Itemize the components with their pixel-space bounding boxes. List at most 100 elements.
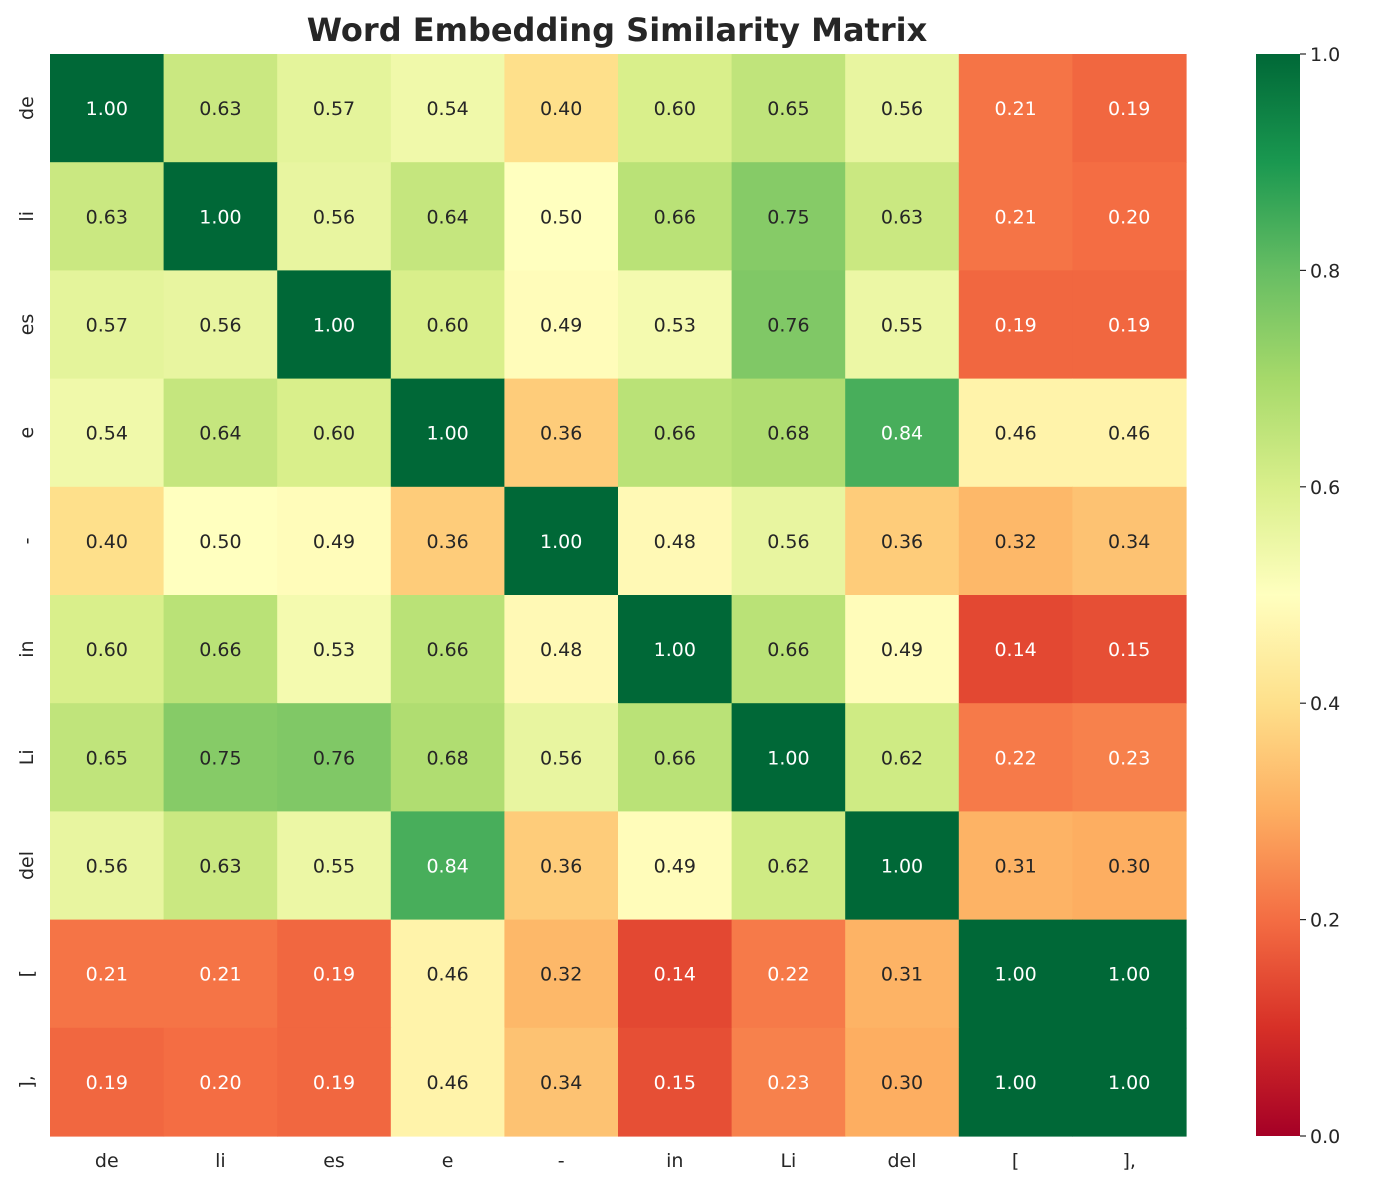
heatmap-cell xyxy=(1072,54,1187,163)
heatmap-cell xyxy=(390,595,505,704)
heatmap-cell-value: 0.66 xyxy=(426,639,468,661)
y-tick-label: ], xyxy=(16,1075,38,1088)
heatmap-cell-value: 0.36 xyxy=(540,423,582,445)
heatmap-cell-value: 0.34 xyxy=(540,1072,582,1094)
y-tick-label: in xyxy=(16,640,38,657)
heatmap-cell xyxy=(390,811,505,921)
heatmap-cell xyxy=(731,162,846,271)
heatmap-cell xyxy=(1072,811,1187,921)
heatmap-cell xyxy=(618,811,733,921)
heatmap-cell-value: 0.19 xyxy=(994,315,1036,337)
heatmap-cell-value: 0.54 xyxy=(426,98,468,120)
x-tick-label: - xyxy=(558,1150,565,1172)
heatmap-cell xyxy=(618,486,733,596)
heatmap-cell-value: 0.21 xyxy=(994,206,1036,228)
heatmap-cell-value: 0.19 xyxy=(86,1072,128,1094)
heatmap-cell-value: 0.65 xyxy=(767,98,809,120)
heatmap-cell xyxy=(958,1027,1073,1137)
heatmap-cell-value: 0.36 xyxy=(426,531,468,553)
heatmap-cell xyxy=(50,162,165,271)
heatmap-cell-value: 0.55 xyxy=(881,315,923,337)
heatmap-cell xyxy=(163,703,278,812)
heatmap-cell-value: 0.15 xyxy=(1108,639,1150,661)
heatmap-cell-value: 0.50 xyxy=(199,531,241,553)
heatmap-cell-value: 0.34 xyxy=(1108,531,1150,553)
heatmap-cell-value: 0.56 xyxy=(199,315,241,337)
heatmap-cell xyxy=(731,270,846,380)
heatmap-cell xyxy=(958,378,1073,488)
x-axis-tick-labels: de li es e - in Li del [], xyxy=(95,1150,1136,1172)
y-tick-label: de xyxy=(16,96,38,120)
heatmap-cell-value: 0.21 xyxy=(199,964,241,986)
colorbar: 0.0 0.2 0.4 0.6 0.8 1.0 xyxy=(1256,44,1340,1148)
heatmap-cell-value: 0.30 xyxy=(881,1072,923,1094)
heatmap-cell xyxy=(845,486,960,596)
heatmap-cell xyxy=(163,270,278,380)
heatmap-cell xyxy=(958,270,1073,380)
heatmap-cell xyxy=(277,1027,392,1137)
heatmap-cell-value: 0.46 xyxy=(426,1072,468,1094)
heatmap-cell xyxy=(1072,703,1187,812)
heatmap-cell xyxy=(390,919,505,1029)
heatmap-cell xyxy=(1072,919,1187,1029)
heatmap-cell xyxy=(163,1027,278,1137)
heatmap-cell xyxy=(958,486,1073,596)
heatmap-cell xyxy=(1072,595,1187,704)
x-tick-label: es xyxy=(323,1150,345,1172)
heatmap-cell-value: 0.32 xyxy=(540,964,582,986)
heatmap-cell xyxy=(50,270,165,380)
heatmap-cell-value: 0.64 xyxy=(199,423,241,445)
colorbar-gradient xyxy=(1256,54,1300,1136)
x-tick-label: de xyxy=(95,1150,119,1172)
heatmap-cell-value: 0.75 xyxy=(767,206,809,228)
heatmap-cell xyxy=(958,162,1073,271)
heatmap-cell xyxy=(1072,378,1187,488)
heatmap-cell xyxy=(277,270,392,380)
colorbar-tick-label: 0.0 xyxy=(1310,1126,1340,1148)
heatmap-cell xyxy=(845,54,960,163)
x-tick-label: li xyxy=(215,1150,226,1172)
chart-title: Word Embedding Similarity Matrix xyxy=(307,11,928,49)
heatmap-cell-value: 0.66 xyxy=(199,639,241,661)
heatmap-cell-value: 0.56 xyxy=(767,531,809,553)
colorbar-tick-label: 0.6 xyxy=(1310,477,1340,499)
heatmap-cell xyxy=(504,811,619,921)
heatmap-cell xyxy=(731,54,846,163)
heatmap-cell xyxy=(163,595,278,704)
heatmap-cell xyxy=(390,378,505,488)
heatmap-cell xyxy=(277,378,392,488)
heatmap-cell xyxy=(958,703,1073,812)
heatmap-cell xyxy=(50,703,165,812)
heatmap-cell-value: 0.40 xyxy=(540,98,582,120)
heatmap-cell-value: 0.49 xyxy=(654,856,696,878)
x-tick-label: e xyxy=(442,1150,454,1172)
heatmap-cell-value: 0.68 xyxy=(767,423,809,445)
heatmap-cell-value: 0.63 xyxy=(86,206,128,228)
heatmap-cell-value: 0.19 xyxy=(1108,315,1150,337)
heatmap-cell xyxy=(958,595,1073,704)
heatmap-cell-value: 0.19 xyxy=(313,964,355,986)
heatmap-cell-value: 0.22 xyxy=(767,964,809,986)
heatmap-cell-value: 1.00 xyxy=(654,639,696,661)
heatmap-cell-value: 0.53 xyxy=(313,639,355,661)
heatmap-cell xyxy=(845,703,960,812)
heatmap-cell xyxy=(50,595,165,704)
heatmap-cell-value: 0.57 xyxy=(313,98,355,120)
heatmap-cell-value: 0.60 xyxy=(313,423,355,445)
heatmap-cell xyxy=(504,486,619,596)
heatmap-cell xyxy=(504,1027,619,1137)
y-tick-label: li xyxy=(16,211,38,222)
y-tick-label: e xyxy=(16,427,38,439)
heatmap-cell-value: 0.46 xyxy=(994,423,1036,445)
heatmap-cell xyxy=(50,919,165,1029)
heatmap-cell-value: 0.56 xyxy=(313,206,355,228)
heatmap-cell-value: 0.66 xyxy=(654,206,696,228)
heatmap-cell xyxy=(958,919,1073,1029)
heatmap-cell xyxy=(277,703,392,812)
heatmap-cells xyxy=(50,54,1187,1137)
heatmap-cell-value: 0.66 xyxy=(767,639,809,661)
heatmap-cell xyxy=(618,595,733,704)
heatmap-cell xyxy=(731,1027,846,1137)
heatmap-cell-value: 0.22 xyxy=(994,747,1036,769)
